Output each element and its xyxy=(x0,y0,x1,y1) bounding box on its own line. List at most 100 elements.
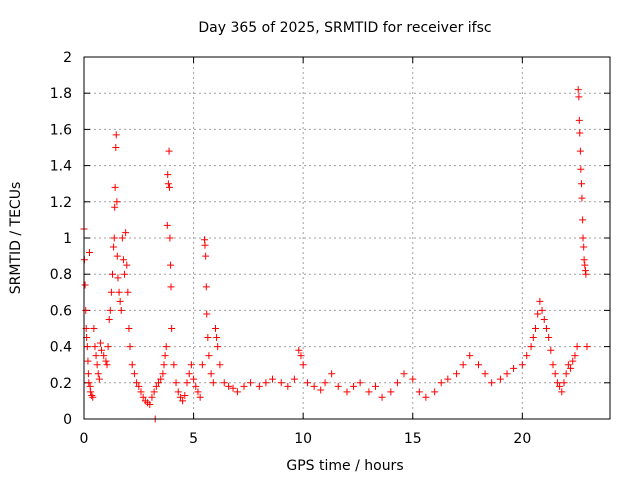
data-point xyxy=(124,288,132,296)
data-point xyxy=(137,388,145,396)
data-point xyxy=(98,346,106,354)
data-point xyxy=(582,270,590,278)
data-point xyxy=(284,382,292,390)
data-point xyxy=(576,147,584,155)
x-tick-label: 0 xyxy=(80,431,89,447)
data-point xyxy=(321,379,329,387)
data-point xyxy=(213,334,221,342)
data-point xyxy=(575,93,583,101)
data-point xyxy=(205,352,213,360)
data-point xyxy=(503,370,511,378)
data-point xyxy=(201,241,209,249)
y-tick-label: 1.8 xyxy=(50,86,72,102)
data-point xyxy=(84,357,92,365)
data-point xyxy=(119,256,127,264)
data-point xyxy=(378,393,386,401)
data-point xyxy=(225,382,233,390)
data-point xyxy=(84,370,92,378)
data-point xyxy=(198,361,206,369)
data-point xyxy=(135,382,143,390)
data-point xyxy=(214,343,222,351)
data-point xyxy=(183,379,191,387)
data-point xyxy=(202,252,210,260)
data-point xyxy=(103,361,111,369)
data-point xyxy=(297,352,305,360)
data-point xyxy=(328,370,336,378)
data-point xyxy=(176,393,184,401)
data-point xyxy=(106,306,114,314)
data-point xyxy=(165,147,173,155)
data-point xyxy=(577,165,585,173)
data-point xyxy=(574,86,582,94)
data-point xyxy=(510,364,518,372)
data-point xyxy=(104,343,112,351)
data-point xyxy=(130,370,138,378)
data-point xyxy=(203,310,211,318)
grid-lines xyxy=(84,57,610,419)
data-point xyxy=(356,379,364,387)
data-point xyxy=(179,397,187,405)
x-tick-label: 5 xyxy=(189,431,198,447)
data-point xyxy=(181,391,189,399)
data-point xyxy=(194,388,202,396)
data-point xyxy=(551,370,559,378)
plot-frame xyxy=(83,56,611,420)
data-point xyxy=(95,375,103,383)
data-point xyxy=(207,370,215,378)
data-point xyxy=(553,379,561,387)
data-point xyxy=(123,261,131,269)
data-point xyxy=(165,183,173,191)
y-tick-label: 1.6 xyxy=(50,122,72,138)
data-point xyxy=(118,234,126,242)
data-point xyxy=(295,346,303,354)
data-point xyxy=(187,361,195,369)
data-point xyxy=(571,352,579,360)
data-point xyxy=(87,388,95,396)
data-point xyxy=(578,194,586,202)
data-point xyxy=(150,388,158,396)
data-point xyxy=(166,234,174,242)
data-points xyxy=(80,86,591,423)
data-point xyxy=(365,388,373,396)
data-point xyxy=(310,382,318,390)
data-point xyxy=(113,252,121,260)
data-point xyxy=(523,352,531,360)
data-point xyxy=(531,325,539,332)
data-point xyxy=(409,375,417,383)
x-tick-label: 15 xyxy=(404,431,422,447)
data-point xyxy=(110,234,118,242)
data-point xyxy=(538,306,546,314)
data-point xyxy=(160,361,168,369)
x-tick-labels: 0 5 10 15 20 xyxy=(80,431,532,447)
data-point xyxy=(576,129,584,137)
data-point xyxy=(81,281,89,289)
data-point xyxy=(89,393,97,401)
data-point xyxy=(82,306,90,314)
data-point xyxy=(212,325,219,332)
data-point xyxy=(387,388,395,396)
data-point xyxy=(317,386,325,394)
data-point xyxy=(393,379,401,387)
data-point xyxy=(518,361,526,369)
data-point xyxy=(100,352,108,360)
chart-title: Day 365 of 2025, SRMTID for receiver ifs… xyxy=(198,20,491,36)
data-point xyxy=(126,343,134,351)
y-tick-label: 1 xyxy=(63,231,72,247)
data-point xyxy=(128,361,136,369)
data-point xyxy=(121,270,129,278)
y-tick-label: 0 xyxy=(63,412,72,428)
data-point xyxy=(371,382,379,390)
data-point xyxy=(575,116,583,124)
data-point xyxy=(157,375,165,383)
data-point xyxy=(113,198,121,206)
data-point xyxy=(549,361,557,369)
data-point xyxy=(299,361,307,369)
data-point xyxy=(159,370,167,378)
data-point xyxy=(580,243,588,251)
data-point xyxy=(350,382,358,390)
data-point xyxy=(569,357,577,365)
data-point xyxy=(233,388,241,396)
data-point xyxy=(85,379,93,387)
data-point xyxy=(529,334,537,342)
